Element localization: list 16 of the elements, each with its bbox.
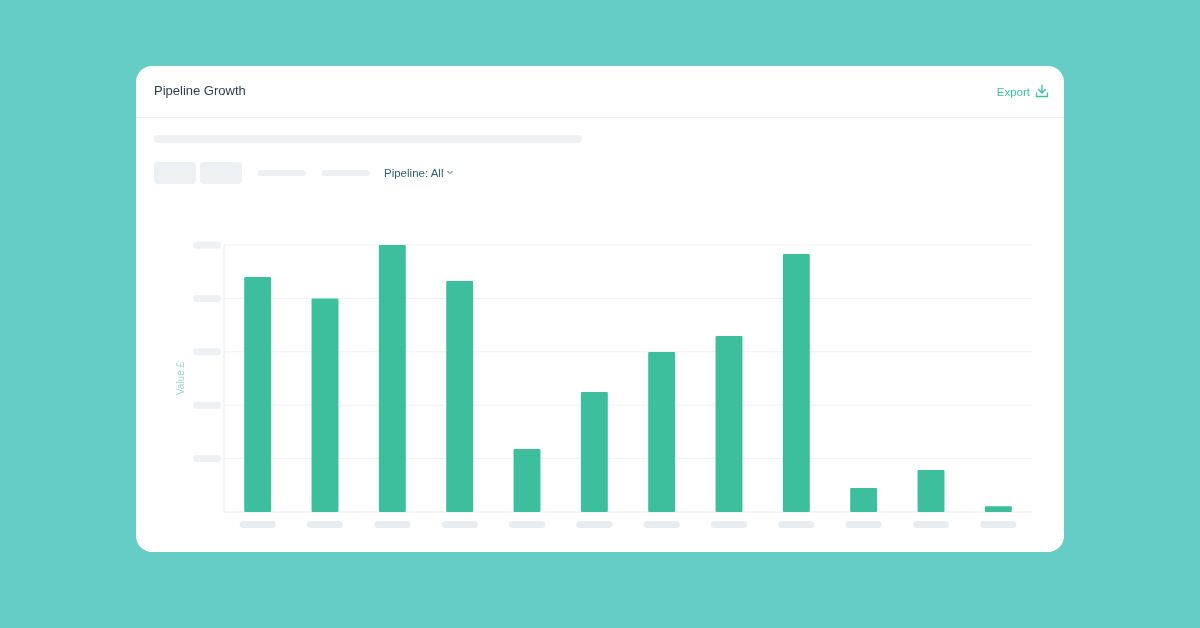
bar: [580, 392, 608, 512]
bar: [715, 336, 743, 512]
bar: [311, 298, 339, 512]
bar: [782, 254, 810, 512]
bar: [850, 487, 878, 512]
bar: [378, 245, 406, 512]
text: Pipeline: All: [384, 167, 444, 179]
bar: [446, 281, 474, 512]
text: Export: [996, 86, 1031, 98]
bar: [244, 277, 272, 512]
bar: [513, 448, 541, 512]
chart-title: Pipeline Growth: [154, 83, 246, 98]
bar: [648, 352, 676, 512]
y-axis-title: Value £: [175, 361, 186, 396]
bar: [984, 506, 1012, 512]
bar: [917, 470, 945, 512]
